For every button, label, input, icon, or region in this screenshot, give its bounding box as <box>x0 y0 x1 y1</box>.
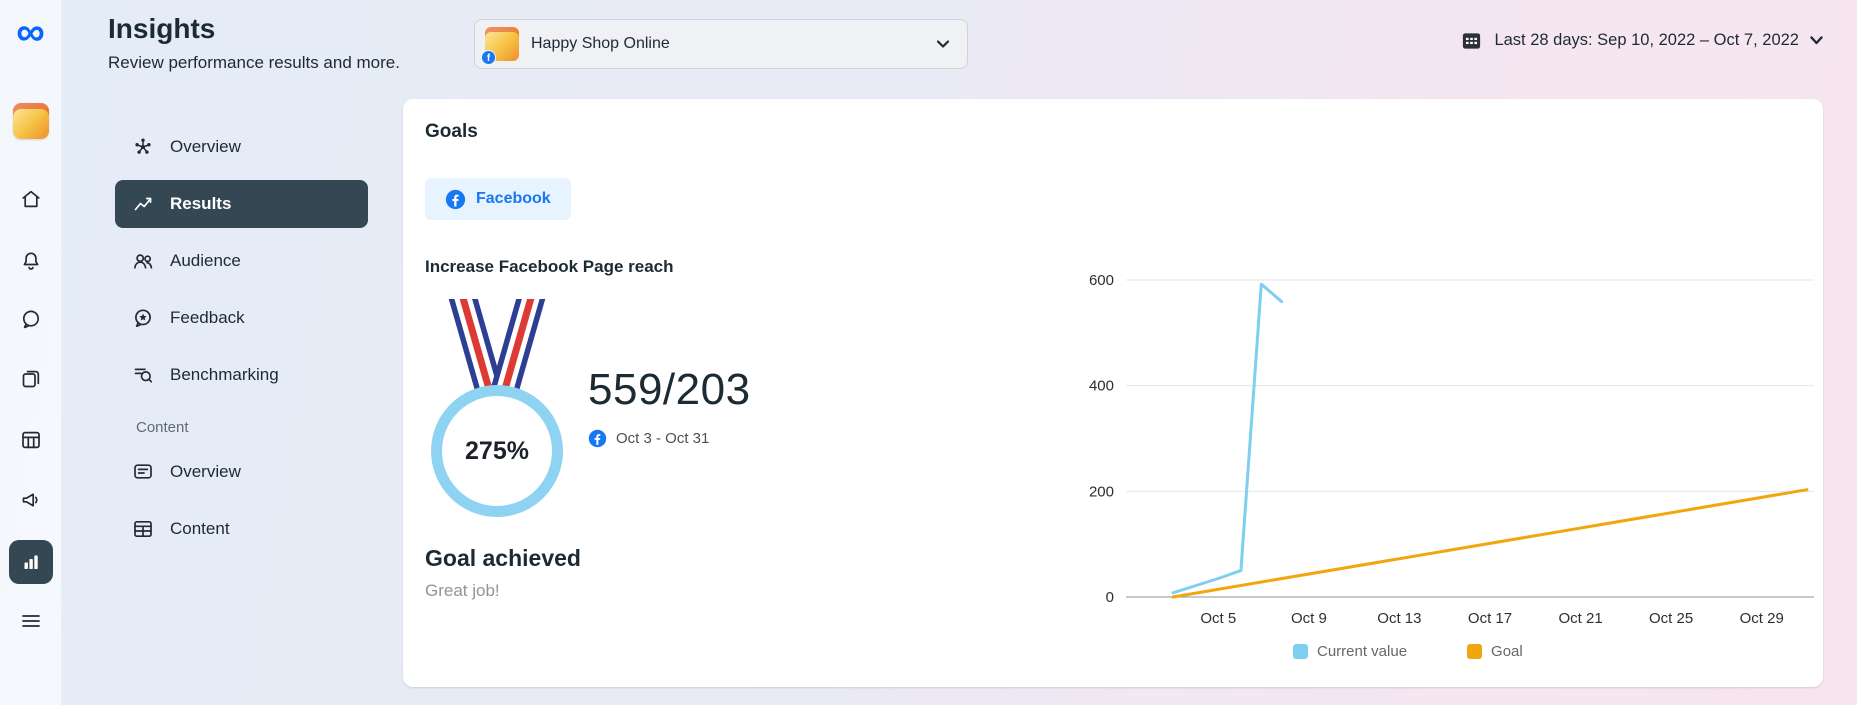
insights-nav: Overview Results Audience Feedback Bench… <box>115 123 368 562</box>
goal-period: Oct 3 - Oct 31 <box>588 429 709 448</box>
goal-medal: 275% <box>431 299 563 517</box>
home-icon[interactable] <box>19 187 43 211</box>
sidebar-item-label: Benchmarking <box>170 365 279 385</box>
tab-facebook-label: Facebook <box>476 190 551 208</box>
svg-text:Oct 29: Oct 29 <box>1740 610 1784 627</box>
goal-name: Increase Facebook Page reach <box>425 257 674 277</box>
sidebar-item-label: Overview <box>170 462 241 482</box>
business-avatar-small: f <box>485 27 519 61</box>
sidebar-item-content-overview[interactable]: Overview <box>115 448 368 496</box>
goals-heading: Goals <box>425 121 478 143</box>
planner-icon[interactable] <box>19 428 43 452</box>
sidebar-item-label: Overview <box>170 137 241 157</box>
facebook-icon <box>588 429 607 448</box>
notifications-icon[interactable] <box>19 249 43 273</box>
facebook-icon <box>445 189 466 210</box>
sidebar-item-label: Content <box>170 519 230 539</box>
svg-text:Oct 21: Oct 21 <box>1559 610 1603 627</box>
date-range-selector[interactable]: Last 28 days: Sep 10, 2022 – Oct 7, 2022 <box>1460 29 1823 52</box>
svg-text:Oct 13: Oct 13 <box>1377 610 1421 627</box>
chevron-down-icon <box>1810 36 1823 45</box>
sidebar-item-content[interactable]: Content <box>115 505 368 553</box>
legend-item-current-value: Current value <box>1293 643 1407 660</box>
svg-text:600: 600 <box>1089 272 1114 289</box>
goal-status-message: Great job! <box>425 581 500 601</box>
legend-label: Current value <box>1317 643 1407 660</box>
legend-label: Goal <box>1491 643 1523 660</box>
sidebar-item-feedback[interactable]: Feedback <box>115 294 368 342</box>
sidebar-item-overview[interactable]: Overview <box>115 123 368 171</box>
progress-ring: 275% <box>431 385 563 517</box>
business-avatar[interactable] <box>13 103 49 139</box>
business-selector[interactable]: f Happy Shop Online <box>474 19 968 69</box>
business-name: Happy Shop Online <box>531 35 670 53</box>
facebook-badge-icon: f <box>481 50 496 65</box>
chart-legend: Current value Goal <box>1293 643 1523 660</box>
ads-icon[interactable] <box>19 488 43 512</box>
sidebar-item-label: Results <box>170 194 231 214</box>
sidebar-item-label: Audience <box>170 251 241 271</box>
svg-text:Oct 9: Oct 9 <box>1291 610 1327 627</box>
svg-text:200: 200 <box>1089 483 1114 500</box>
svg-text:0: 0 <box>1106 589 1114 606</box>
legend-swatch-current-value <box>1293 644 1308 659</box>
insights-icon[interactable] <box>9 540 53 584</box>
sidebar-item-audience[interactable]: Audience <box>115 237 368 285</box>
posts-icon[interactable] <box>19 367 43 391</box>
chevron-down-icon <box>937 40 949 48</box>
tab-facebook[interactable]: Facebook <box>425 178 571 220</box>
goal-status-title: Goal achieved <box>425 545 581 572</box>
page-title: Insights <box>108 13 215 45</box>
sidebar-item-benchmarking[interactable]: Benchmarking <box>115 351 368 399</box>
svg-text:400: 400 <box>1089 378 1114 395</box>
menu-icon[interactable] <box>19 609 43 633</box>
page-subtitle: Review performance results and more. <box>108 53 400 73</box>
date-range-label: Last 28 days: Sep 10, 2022 – Oct 7, 2022 <box>1494 31 1799 50</box>
meta-business-suite: ∞ Insights Review performance results an… <box>0 0 1857 705</box>
svg-text:Oct 5: Oct 5 <box>1200 610 1236 627</box>
goals-card: Goals Facebook Increase Facebook Page re… <box>403 99 1823 687</box>
legend-item-goal: Goal <box>1467 643 1523 660</box>
goal-chart-svg: 0 200 400 600 Oct 5 Oct 9 Oct 13 Oct 17 Oct 21 Oc… <box>1063 239 1823 679</box>
goal-score: 559/203 <box>588 365 751 415</box>
calendar-icon <box>1460 29 1483 52</box>
app-rail: ∞ <box>0 0 62 705</box>
messages-icon[interactable] <box>19 307 43 331</box>
legend-swatch-goal <box>1467 644 1482 659</box>
sidebar-item-label: Feedback <box>170 308 245 328</box>
svg-text:Oct 17: Oct 17 <box>1468 610 1512 627</box>
goal-chart: 0 200 400 600 Oct 5 Oct 9 Oct 13 Oct 17 Oct 21 Oc… <box>1063 239 1823 679</box>
goal-period-label: Oct 3 - Oct 31 <box>616 430 709 447</box>
nav-section-content: Content <box>115 419 368 436</box>
progress-percent: 275% <box>465 437 529 466</box>
svg-text:Oct 25: Oct 25 <box>1649 610 1693 627</box>
meta-logo-icon[interactable]: ∞ <box>16 12 45 52</box>
sidebar-item-results[interactable]: Results <box>115 180 368 228</box>
